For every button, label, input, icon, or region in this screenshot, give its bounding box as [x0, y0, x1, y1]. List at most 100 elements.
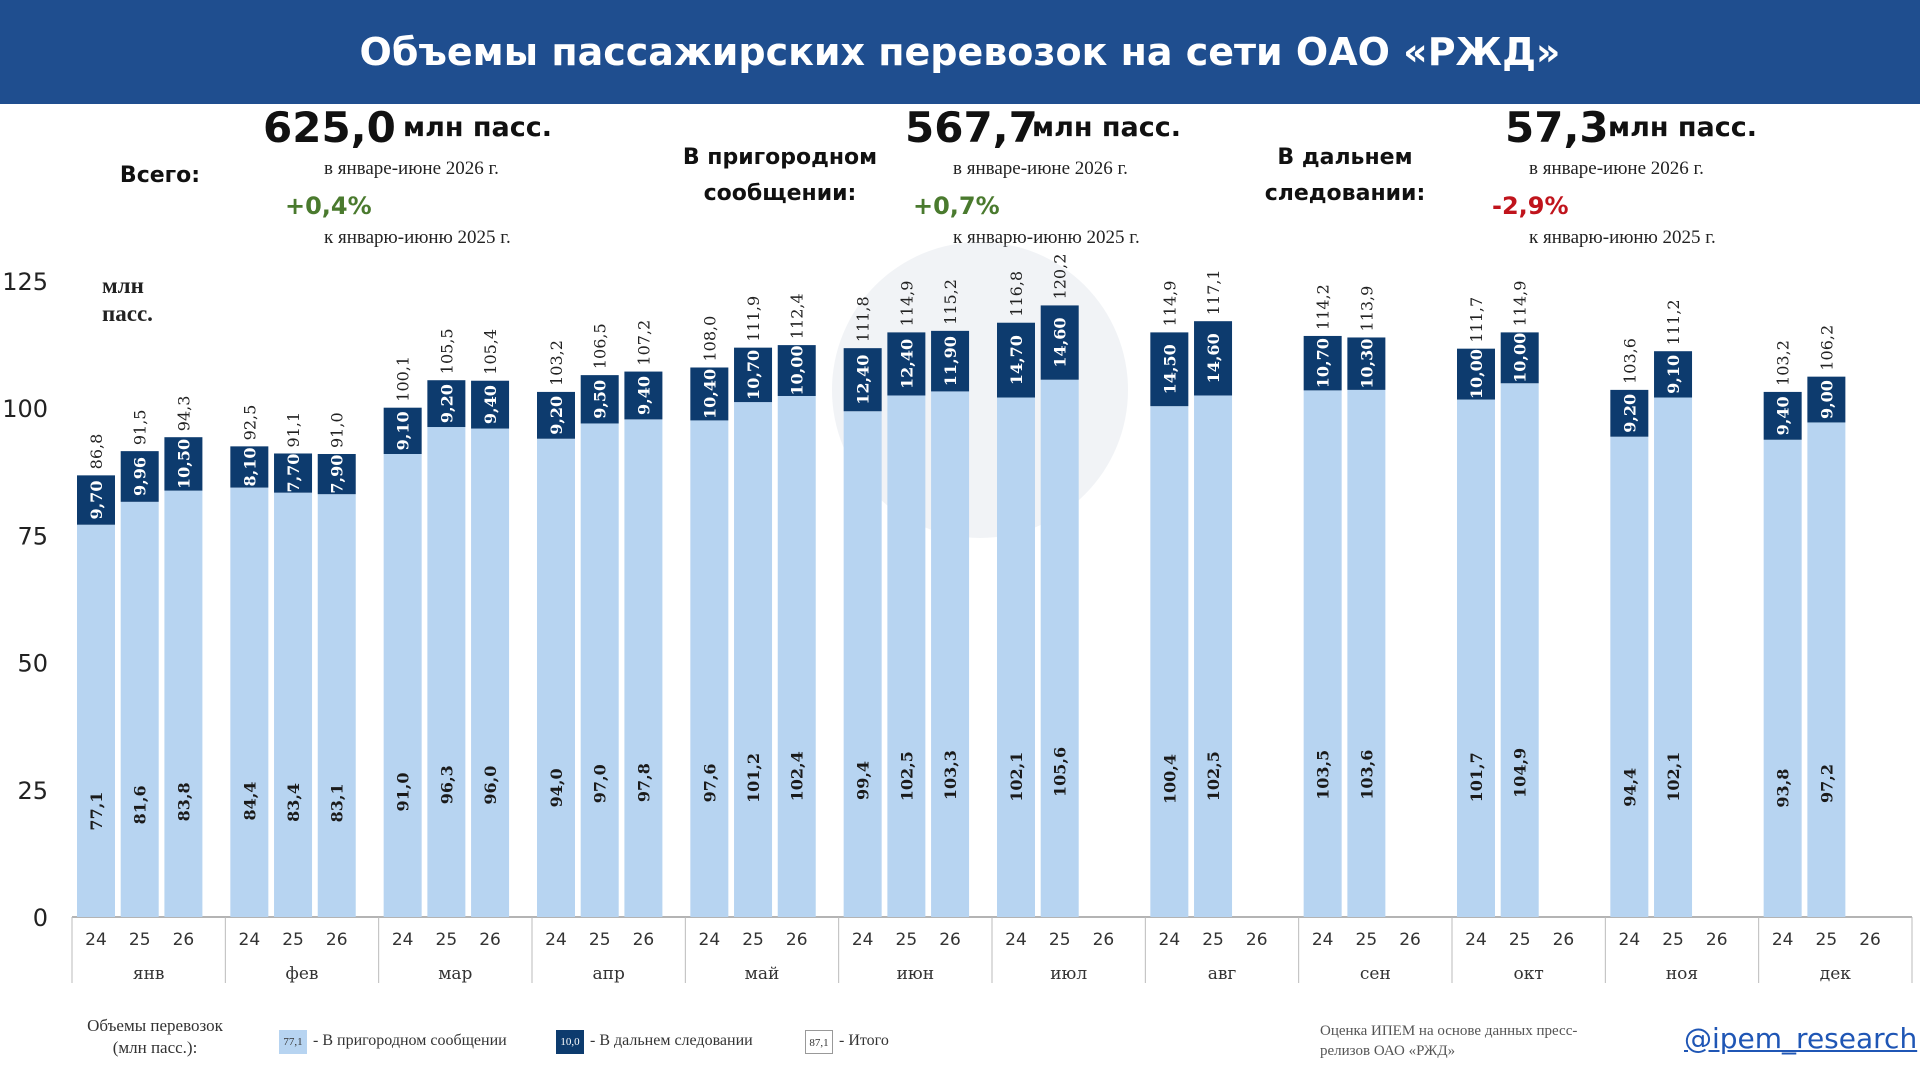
- data-label-total: 91,0: [328, 412, 347, 448]
- legend-swatch-suburban: 77,1: [279, 1030, 307, 1054]
- total-change: +0,4%: [285, 192, 372, 220]
- data-label-suburban: 101,7: [1467, 752, 1486, 802]
- x-month-label: апр: [592, 964, 624, 984]
- suburban-change-note: к январю-июню 2025 г.: [953, 227, 1140, 248]
- data-label-suburban: 102,5: [1204, 751, 1223, 801]
- x-month-label: окт: [1514, 964, 1544, 984]
- bar-suburban: [1500, 383, 1539, 917]
- suburban-period: в январе-июне 2026 г.: [953, 158, 1128, 179]
- data-label-long-distance: 10,50: [174, 439, 193, 489]
- bar-suburban: [471, 428, 510, 917]
- bar-suburban: [1040, 379, 1079, 917]
- bar-long-distance: [624, 371, 663, 420]
- source-note-line1: Оценка ИПЕМ на основе данных пресс-: [1320, 1023, 1578, 1039]
- x-year-label: 24: [1619, 930, 1641, 950]
- data-label-long-distance: 10,30: [1357, 339, 1376, 389]
- long-distance-period: в январе-июне 2026 г.: [1529, 158, 1704, 179]
- x-year-label: 25: [896, 930, 918, 950]
- x-year-label: 26: [1553, 930, 1575, 950]
- data-label-total: 106,5: [591, 323, 610, 369]
- bar-long-distance: [1303, 335, 1342, 391]
- legend-swatch-total: 87,1: [805, 1030, 833, 1054]
- data-label-long-distance: 9,00: [1817, 380, 1836, 419]
- data-label-suburban: 103,5: [1314, 750, 1333, 800]
- x-month-label: дек: [1820, 964, 1852, 984]
- data-label-suburban: 97,0: [591, 764, 610, 803]
- total-value: 625,0: [263, 103, 396, 152]
- legend-title: Объемы перевозок (млн пасс.):: [62, 1015, 248, 1059]
- data-label-long-distance: 9,20: [437, 384, 456, 423]
- bar-long-distance: [164, 437, 203, 491]
- data-label-suburban: 83,1: [328, 783, 347, 822]
- bar-long-distance: [230, 446, 269, 488]
- x-year-label: 26: [1706, 930, 1728, 950]
- bar-suburban: [230, 487, 269, 917]
- x-year-label: 25: [282, 930, 304, 950]
- data-label-suburban: 83,4: [284, 783, 303, 822]
- data-label-suburban: 91,0: [394, 773, 413, 812]
- data-label-total: 115,2: [941, 279, 960, 325]
- data-label-suburban: 103,6: [1357, 750, 1376, 800]
- bar-suburban: [1807, 422, 1846, 917]
- bar-suburban: [777, 395, 816, 918]
- data-label-suburban: 105,6: [1051, 747, 1070, 797]
- x-month-label: янв: [133, 964, 165, 984]
- data-label-suburban: 102,5: [897, 751, 916, 801]
- data-label-total: 111,9: [744, 296, 763, 342]
- source-note-line2: релизов ОАО «РЖД»: [1320, 1043, 1456, 1059]
- x-year-label: 25: [742, 930, 764, 950]
- bar-long-distance: [1610, 389, 1649, 437]
- data-label-long-distance: 10,00: [1511, 333, 1530, 383]
- x-year-label: 26: [173, 930, 195, 950]
- x-year-label: 26: [479, 930, 501, 950]
- data-label-long-distance: 9,20: [547, 396, 566, 435]
- x-year-label: 25: [589, 930, 611, 950]
- data-label-total: 113,9: [1357, 286, 1376, 332]
- data-label-long-distance: 14,70: [1007, 335, 1026, 385]
- long-distance-label-line1: В дальнем: [1277, 145, 1413, 170]
- bar-long-distance: [120, 451, 159, 502]
- social-handle-link[interactable]: @ipem_research: [1684, 1022, 1918, 1055]
- data-label-total: 106,2: [1817, 325, 1836, 371]
- data-label-suburban: 103,3: [941, 750, 960, 800]
- data-label-long-distance: 10,70: [1314, 338, 1333, 388]
- data-label-suburban: 83,8: [174, 782, 193, 821]
- x-year-label: 24: [699, 930, 721, 950]
- data-label-total: 111,2: [1664, 299, 1683, 345]
- data-label-long-distance: 7,70: [284, 454, 303, 493]
- suburban-value: 567,7: [905, 103, 1038, 152]
- data-label-long-distance: 8,10: [240, 447, 259, 486]
- x-year-label: 24: [239, 930, 261, 950]
- source-note: Оценка ИПЕМ на основе данных пресс- рели…: [1320, 1021, 1620, 1061]
- bar-suburban: [317, 494, 356, 917]
- bar-long-distance: [1150, 332, 1189, 407]
- bar-suburban: [1303, 390, 1342, 918]
- x-year-label: 25: [1816, 930, 1838, 950]
- bar-long-distance: [274, 453, 313, 493]
- x-year-label: 24: [852, 930, 874, 950]
- data-label-long-distance: 14,50: [1160, 344, 1179, 394]
- bar-long-distance: [317, 453, 356, 495]
- bar-long-distance: [931, 330, 970, 392]
- data-label-suburban: 100,4: [1160, 754, 1179, 804]
- data-label-long-distance: 14,60: [1204, 333, 1223, 383]
- stacked-bar-chart: 0 25 50 75 100 125 24 25 26 янв 77,1 9,70 86,8 81,6 9,…: [2, 242, 1913, 984]
- data-label-suburban: 96,3: [437, 765, 456, 804]
- x-month-label: май: [745, 964, 780, 984]
- bar-suburban: [1347, 389, 1386, 918]
- data-label-long-distance: 12,40: [897, 339, 916, 389]
- long-distance-unit: млн пасс.: [1608, 112, 1758, 143]
- data-label-long-distance: 9,70: [87, 481, 106, 520]
- x-year-label: 24: [1005, 930, 1027, 950]
- long-distance-label: В дальнем следовании:: [1235, 140, 1455, 212]
- x-month-label: мар: [438, 964, 472, 984]
- x-month-label: фев: [286, 964, 319, 984]
- long-distance-value: 57,3: [1505, 103, 1609, 152]
- bar-long-distance: [734, 347, 773, 403]
- x-year-label: 25: [1202, 930, 1224, 950]
- x-year-label: 26: [633, 930, 655, 950]
- y-tick-label: 125: [2, 268, 48, 296]
- data-label-suburban: 81,6: [131, 785, 150, 824]
- x-year-label: 25: [1049, 930, 1071, 950]
- x-year-label: 26: [1093, 930, 1115, 950]
